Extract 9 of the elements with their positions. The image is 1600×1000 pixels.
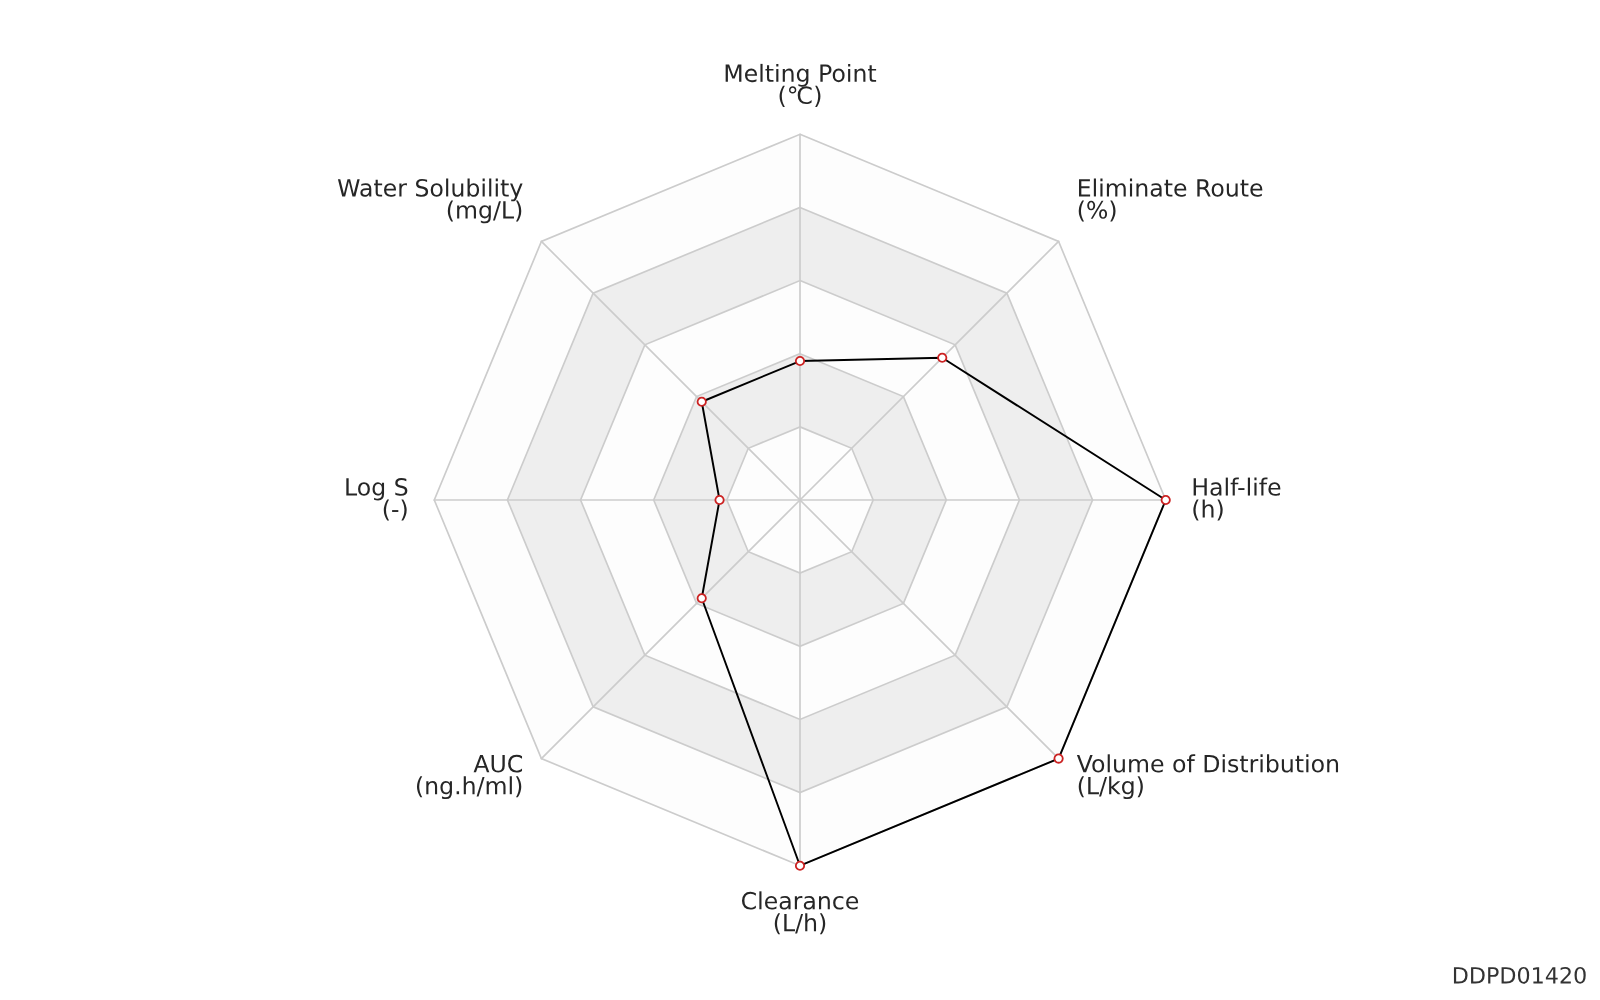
spoke-label: Clearance (L/h) — [741, 891, 859, 935]
text: DDPD01420 — [1453, 966, 1586, 984]
spoke-label: Volume of Distribution (L/kg) — [1076, 754, 1339, 800]
spoke-label: Melting Point (℃) — [725, 63, 877, 107]
spoke-label: Log S (-) — [346, 478, 408, 521]
spoke-label: Half-life (h) — [1193, 477, 1281, 521]
spoke-label: Water Solubility (mg/L) — [337, 178, 523, 224]
spoke-label: AUC (ng.h/ml) — [416, 754, 523, 800]
spoke-label: Eliminate Route (%) — [1078, 178, 1263, 222]
